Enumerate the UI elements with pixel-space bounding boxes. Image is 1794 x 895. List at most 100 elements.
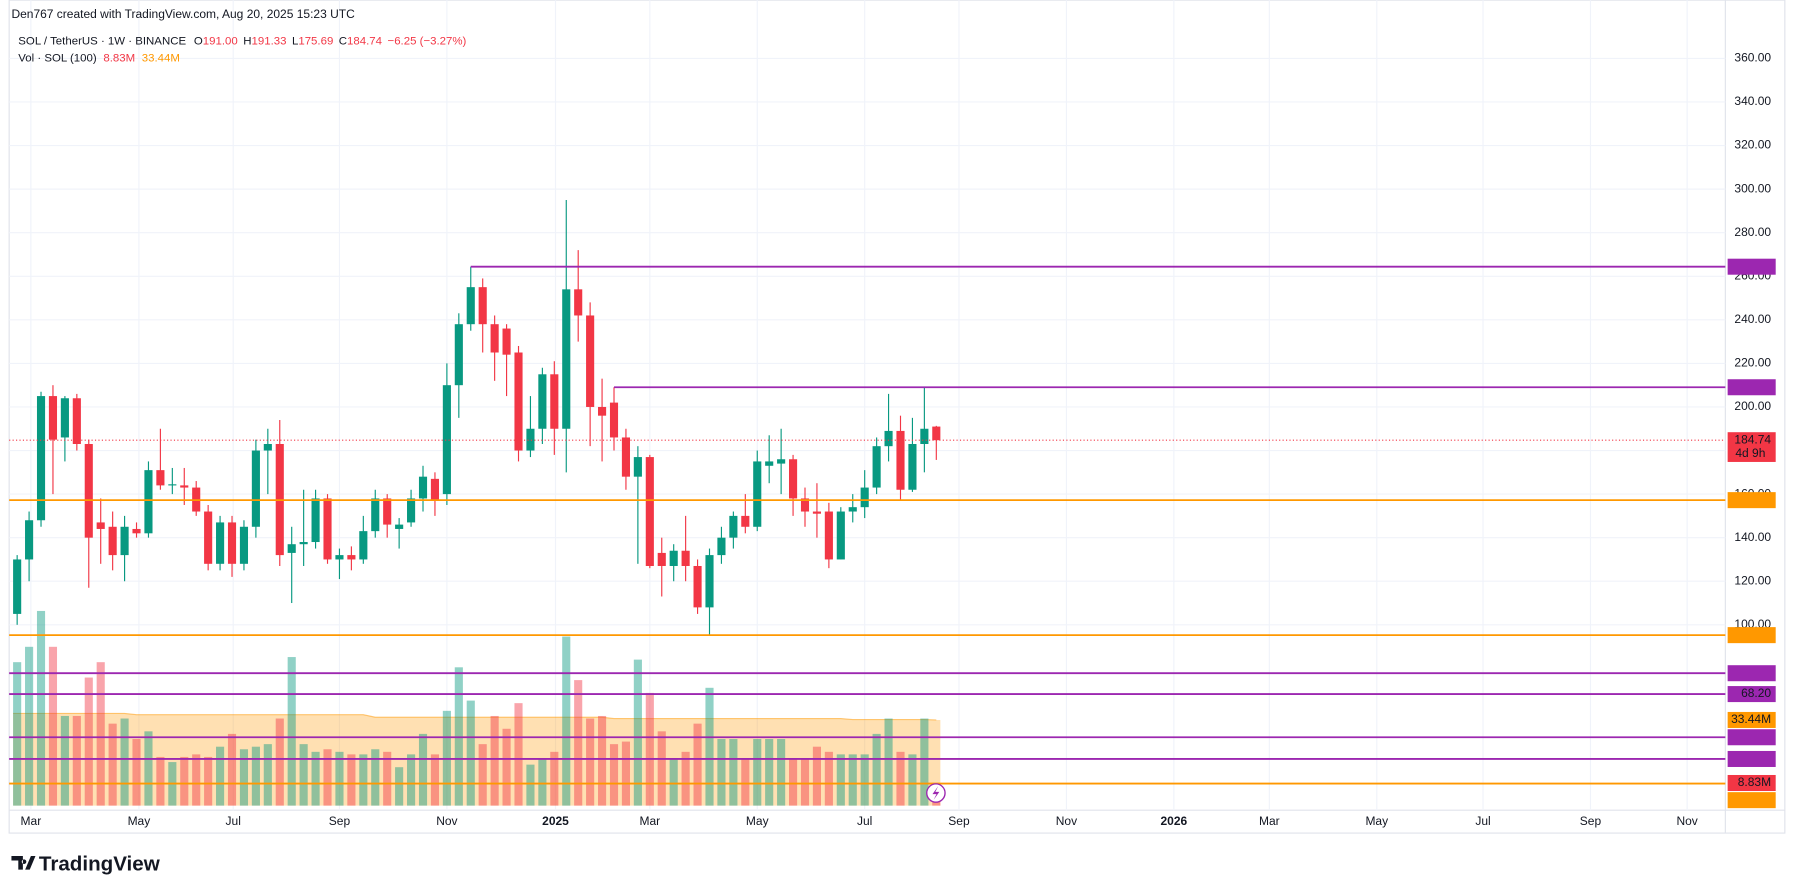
y-tick-label: 220.00 xyxy=(1734,356,1771,370)
volume-bar xyxy=(812,746,821,806)
candle-body xyxy=(347,555,356,560)
volume-bar xyxy=(609,744,619,806)
volume-bar xyxy=(180,756,189,806)
candle-body xyxy=(204,511,213,564)
axis-labels: 100.00120.00140.00160.00180.00200.00220.… xyxy=(21,51,1776,828)
level-label-box xyxy=(1727,492,1776,509)
ohlc-key: L xyxy=(292,35,298,47)
ohlc-value: 191.33 xyxy=(251,35,286,47)
volume-bar xyxy=(395,767,404,806)
x-tick-label: Nov xyxy=(436,814,457,828)
volume-bar xyxy=(204,756,213,806)
candle-body xyxy=(168,484,177,486)
x-tick-label: 2025 xyxy=(542,814,569,828)
level-label-box xyxy=(1727,627,1776,644)
volume-bar xyxy=(633,659,642,806)
volume-bar xyxy=(538,759,547,806)
candle-body xyxy=(60,398,69,438)
candle-body xyxy=(598,406,607,416)
candle-body xyxy=(48,396,58,440)
candle-body xyxy=(729,515,738,538)
x-tick-label: Jul xyxy=(1475,814,1490,828)
candle-body xyxy=(156,470,165,486)
candle-body xyxy=(657,552,666,566)
y-tick-label: 140.00 xyxy=(1734,530,1771,544)
volume-bar xyxy=(502,728,511,806)
volume-bar xyxy=(681,751,690,806)
candle-body xyxy=(216,522,225,564)
candle-body xyxy=(669,550,678,566)
volume-bar xyxy=(586,718,595,806)
level-label-box xyxy=(1727,792,1776,809)
legend-line: SOL / TetherUS · 1W · BINANCE O191.00 H1… xyxy=(18,35,466,47)
candle-body xyxy=(442,385,451,495)
level-label-box xyxy=(1727,665,1776,682)
ohlc-key: H xyxy=(243,35,251,47)
volume-bar xyxy=(84,677,93,806)
y-tick-label: 280.00 xyxy=(1734,225,1771,239)
last-price-label-box xyxy=(1727,432,1776,462)
y-tick-label: 300.00 xyxy=(1734,181,1771,195)
ohlc-value: 184.74 xyxy=(347,35,383,47)
logo xyxy=(11,855,36,870)
candle-body xyxy=(633,457,642,477)
candle-body xyxy=(263,443,272,451)
volume-bar xyxy=(753,739,762,806)
marks xyxy=(9,200,1726,806)
volume-bar xyxy=(490,715,499,806)
candle-body xyxy=(108,526,117,556)
volume-bar xyxy=(765,739,774,806)
volume-bar xyxy=(287,657,296,806)
volume-bar xyxy=(96,662,105,806)
candle-body xyxy=(741,515,750,527)
symbol: SOL / TetherUS · 1W · BINANCE xyxy=(18,35,186,47)
candle-body xyxy=(395,524,404,529)
x-tick-label: Nov xyxy=(1056,814,1077,828)
volume-value: 8.83M xyxy=(103,53,135,65)
candle-body xyxy=(359,531,368,560)
volume-bar xyxy=(13,662,22,806)
candle-body xyxy=(514,352,523,451)
x-tick-label: Sep xyxy=(948,814,970,828)
frame xyxy=(8,0,1786,834)
candle-body xyxy=(418,476,428,499)
replay-icon xyxy=(926,783,946,803)
volume-bar xyxy=(836,754,845,806)
volume-bar xyxy=(729,739,738,806)
candle-body xyxy=(586,315,595,407)
y-tick-label: 240.00 xyxy=(1734,312,1771,326)
volume-bar xyxy=(848,754,857,806)
volume-bar xyxy=(466,700,475,806)
candle-body xyxy=(25,520,34,560)
level-label-box xyxy=(1727,729,1776,746)
volume-name: Vol · SOL (100) xyxy=(18,53,97,65)
candle-body xyxy=(609,402,619,438)
candle-body xyxy=(132,528,141,534)
candle-body xyxy=(920,428,929,444)
candle-body xyxy=(13,559,22,614)
volume-label: 8.83M xyxy=(1738,775,1771,789)
x-tick-label: Jul xyxy=(226,814,241,828)
brand: TradingView xyxy=(39,853,161,876)
candle-body xyxy=(753,461,762,527)
candle-body xyxy=(454,324,463,386)
volume-bar xyxy=(478,744,487,806)
credit: Den767 created with TradingView.com, Aug… xyxy=(11,7,355,21)
candle-body xyxy=(490,324,499,353)
volume-bar xyxy=(645,692,654,806)
volume-bar xyxy=(72,715,81,806)
volume-bar xyxy=(108,723,117,806)
volume-bar xyxy=(371,749,380,806)
candle-body xyxy=(777,459,786,464)
volume-bar xyxy=(514,703,523,806)
volume-bar xyxy=(311,751,320,806)
grid xyxy=(9,0,1726,811)
volume-ma-label: 33.44M xyxy=(1731,712,1771,726)
volume-bar xyxy=(275,718,284,806)
volume-bar xyxy=(896,751,905,806)
candle-body xyxy=(896,430,905,490)
candle-body xyxy=(717,537,726,556)
candle-body xyxy=(884,430,893,447)
candle-body xyxy=(251,450,260,527)
